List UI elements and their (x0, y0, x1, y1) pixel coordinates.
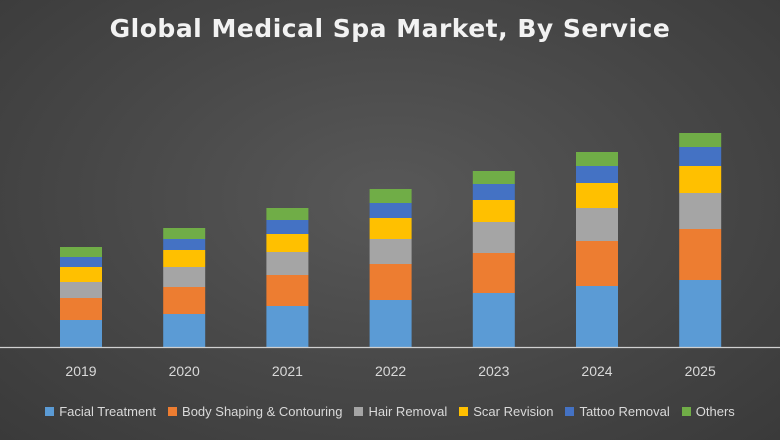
bar-segment-2023-5 (472, 171, 515, 184)
bar-segment-2024-4 (576, 166, 618, 183)
bar-segment-2020-0 (163, 314, 206, 347)
bar-segment-2024-3 (576, 183, 618, 208)
bar-segment-2020-2 (163, 267, 206, 287)
bar-segment-2019-2 (60, 282, 102, 298)
x-tick-label: 2021 (272, 363, 303, 379)
legend-swatch (354, 407, 364, 416)
legend-swatch (168, 407, 178, 416)
legend-item: Facial Treatment (45, 404, 156, 419)
bar-segment-2021-5 (266, 208, 309, 220)
bar-segment-2025-3 (679, 166, 722, 193)
x-tick-label: 2019 (65, 363, 96, 379)
x-tick-label: 2023 (478, 363, 509, 379)
bar-segment-2023-3 (472, 200, 515, 222)
legend-item: Body Shaping & Contouring (168, 404, 342, 419)
bar-segment-2022-0 (369, 300, 412, 347)
x-tick-label: 2020 (169, 363, 200, 379)
bar-segment-2020-3 (163, 250, 206, 267)
legend-item: Hair Removal (354, 404, 447, 419)
bar-segment-2025-4 (679, 147, 722, 166)
legend: Facial Treatment Body Shaping & Contourin… (0, 404, 780, 419)
x-tick-label: 2022 (375, 363, 406, 379)
bar-segment-2020-1 (163, 287, 206, 314)
chart-title: Global Medical Spa Market, By Service (109, 14, 671, 43)
bar-segment-2022-4 (369, 203, 412, 218)
bar-segment-2021-1 (266, 275, 309, 306)
bar-segment-2025-0 (679, 280, 722, 347)
legend-label: Scar Revision (473, 404, 554, 419)
bar-segment-2024-0 (576, 286, 618, 347)
x-tick-label: 2024 (581, 363, 612, 379)
bar-segment-2022-2 (369, 239, 412, 264)
bar-segment-2019-4 (60, 257, 102, 267)
bar-segment-2020-4 (163, 239, 206, 250)
bar-segment-2024-1 (576, 241, 618, 286)
bar-segment-2022-1 (369, 264, 412, 300)
legend-label: Tattoo Removal (579, 404, 670, 419)
chart-plot: 2019 2020 2021 2022 2023 2024 2025 (0, 133, 780, 379)
bar-segment-2019-1 (60, 298, 102, 320)
legend-label: Facial Treatment (59, 404, 157, 419)
bar-segment-2019-0 (60, 320, 102, 347)
bar-segment-2019-5 (60, 247, 102, 257)
bar-segment-2025-1 (679, 229, 722, 280)
bar-segment-2023-4 (472, 184, 515, 200)
legend-item: Tattoo Removal (565, 404, 670, 419)
legend-item: Others (681, 404, 735, 419)
bar-segment-2022-5 (369, 189, 412, 203)
legend-label: Others (695, 404, 735, 419)
legend-label: Body Shaping & Contouring (182, 404, 343, 419)
bar-segment-2023-2 (472, 222, 515, 253)
bar-segment-2025-5 (679, 133, 722, 147)
bar-segment-2021-4 (266, 220, 309, 234)
bar-segment-2021-2 (266, 252, 309, 275)
bar-segment-2024-5 (576, 152, 618, 166)
bar-segment-2020-5 (163, 228, 206, 239)
legend-swatch (459, 407, 469, 416)
bar-segment-2021-3 (266, 234, 309, 252)
bar-segment-2025-2 (679, 193, 722, 229)
bar-segment-2022-3 (369, 218, 412, 239)
bar-segment-2023-0 (472, 293, 515, 347)
legend-swatch (681, 407, 691, 416)
legend-item: Scar Revision (459, 404, 553, 419)
legend-swatch (565, 407, 575, 416)
bar-segment-2023-1 (472, 253, 515, 293)
x-tick-label: 2025 (685, 363, 716, 379)
legend-label: Hair Removal (368, 404, 448, 419)
bar-segment-2021-0 (266, 306, 309, 347)
legend-swatch (45, 407, 55, 416)
bar-segment-2024-2 (576, 208, 618, 241)
bar-segment-2019-3 (60, 267, 102, 282)
